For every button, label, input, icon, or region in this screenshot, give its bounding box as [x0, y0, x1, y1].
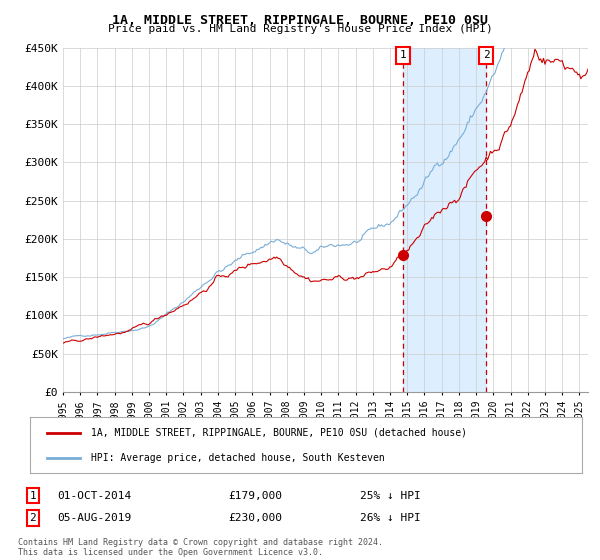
Text: HPI: Average price, detached house, South Kesteven: HPI: Average price, detached house, Sout… [91, 452, 385, 463]
Text: 1: 1 [400, 50, 406, 60]
Text: 2: 2 [29, 513, 37, 523]
Bar [403, 48, 486, 392]
Text: 1: 1 [29, 491, 37, 501]
Text: £179,000: £179,000 [228, 491, 282, 501]
Text: 01-OCT-2014: 01-OCT-2014 [57, 491, 131, 501]
Text: 05-AUG-2019: 05-AUG-2019 [57, 513, 131, 523]
Text: £230,000: £230,000 [228, 513, 282, 523]
Text: Contains HM Land Registry data © Crown copyright and database right 2024.
This d: Contains HM Land Registry data © Crown c… [18, 538, 383, 557]
Text: 1A, MIDDLE STREET, RIPPINGALE, BOURNE, PE10 0SU: 1A, MIDDLE STREET, RIPPINGALE, BOURNE, P… [112, 14, 488, 27]
Text: 26% ↓ HPI: 26% ↓ HPI [360, 513, 421, 523]
Text: 25% ↓ HPI: 25% ↓ HPI [360, 491, 421, 501]
Text: 2: 2 [483, 50, 490, 60]
Text: Price paid vs. HM Land Registry's House Price Index (HPI): Price paid vs. HM Land Registry's House … [107, 24, 493, 34]
Text: 1A, MIDDLE STREET, RIPPINGALE, BOURNE, PE10 0SU (detached house): 1A, MIDDLE STREET, RIPPINGALE, BOURNE, P… [91, 428, 467, 438]
